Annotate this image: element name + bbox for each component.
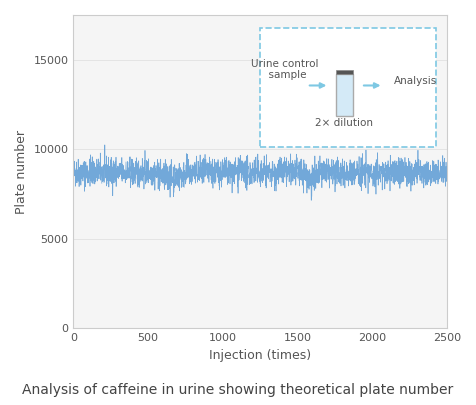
Text: Analysis of caffeine in urine showing theoretical plate number: Analysis of caffeine in urine showing th… [22, 383, 454, 397]
Text: 2× dilution: 2× dilution [315, 118, 373, 128]
Text: Analysis: Analysis [394, 76, 437, 86]
Text: Urine control
  sample: Urine control sample [251, 59, 318, 81]
FancyBboxPatch shape [336, 70, 353, 74]
Y-axis label: Plate number: Plate number [15, 130, 28, 213]
FancyBboxPatch shape [260, 28, 436, 147]
FancyBboxPatch shape [336, 74, 353, 116]
X-axis label: Injection (times): Injection (times) [209, 349, 311, 362]
